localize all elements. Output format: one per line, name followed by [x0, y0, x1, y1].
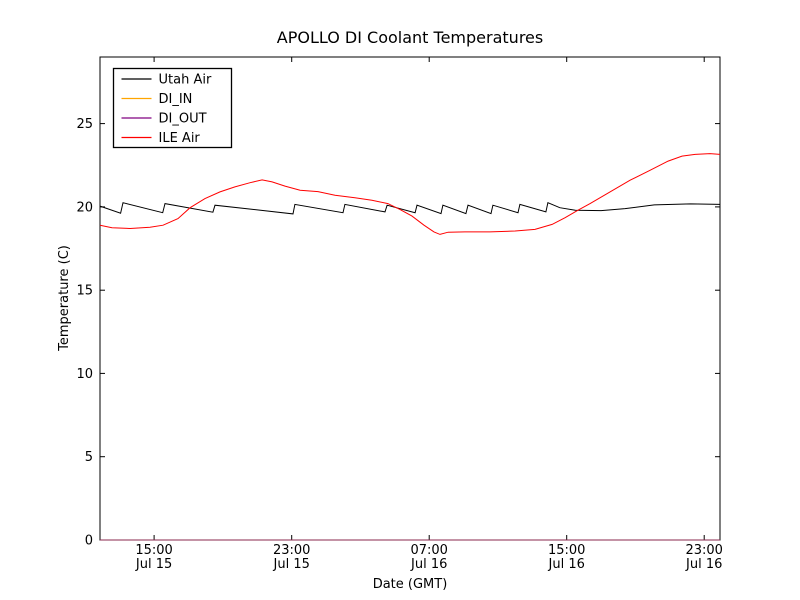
y-tick-label: 20	[76, 200, 93, 215]
y-tick-label: 10	[76, 367, 93, 382]
legend-label: ILE Air	[159, 131, 201, 146]
x-tick-label-date: Jul 15	[135, 557, 172, 572]
x-tick-label-time: 23:00	[273, 543, 310, 558]
legend-box	[112, 67, 233, 149]
x-tick-label-time: 15:00	[548, 543, 585, 558]
legend-label: DI_OUT	[159, 112, 207, 127]
x-tick-label-time: 15:00	[135, 543, 172, 558]
x-tick-label-date: Jul 16	[685, 557, 722, 572]
x-axis-label: Date (GMT)	[373, 577, 448, 592]
series-lines	[99, 153, 721, 541]
x-tick-label-time: 07:00	[410, 543, 447, 558]
y-tick-label: 15	[76, 284, 93, 299]
series-line-ile-air	[99, 153, 721, 235]
x-tick-label-date: Jul 16	[548, 557, 585, 572]
chart-title: APOLLO DI Coolant Temperatures	[277, 28, 543, 47]
x-tick-label-date: Jul 16	[410, 557, 447, 572]
x-tick-label-time: 23:00	[685, 543, 722, 558]
y-tick-label: 0	[85, 534, 93, 549]
series-line-utah-air	[99, 202, 721, 215]
x-tick-label-date: Jul 15	[273, 557, 310, 572]
y-tick-label: 5	[85, 450, 93, 465]
y-axis-label: Temperature (C)	[57, 245, 72, 352]
y-tick-label: 25	[76, 117, 93, 132]
legend-label: DI_IN	[159, 92, 193, 107]
legend-label: Utah Air	[159, 73, 212, 88]
legend: Utah Air DI_IN DI_OUT ILE Air	[112, 67, 233, 149]
